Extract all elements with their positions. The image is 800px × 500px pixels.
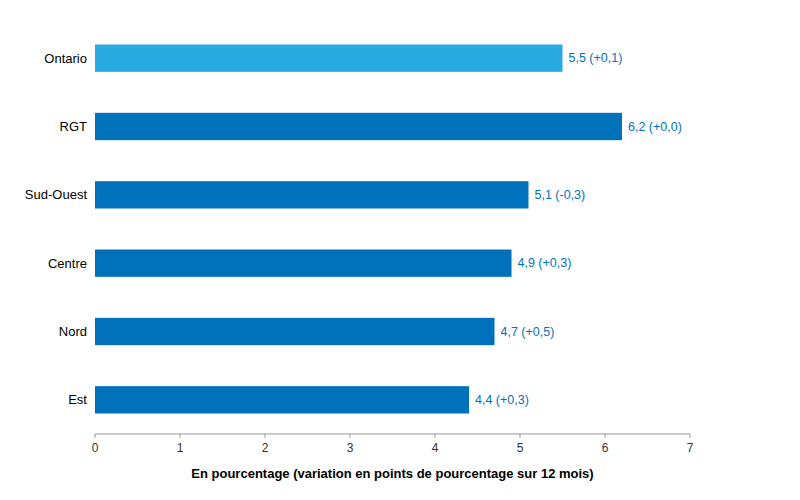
bar [95,113,622,140]
bar [95,181,529,208]
category-label: RGT [60,119,88,134]
x-tick [690,434,691,438]
data-label: 5,1 (-0,3) [535,188,586,202]
category-label: Centre [48,256,87,271]
data-label: 5,5 (+0,1) [569,51,623,65]
x-tick [605,434,606,438]
chart-container: 0 1 2 3 4 5 6 7 Ontario RGT Sud-Ouest Centre Nord Est… [0,0,800,500]
bars [95,45,622,414]
x-axis-label: En pourcentage (variation en points de p… [191,466,593,481]
category-label: Est [68,392,87,407]
chart-svg: 0 1 2 3 4 5 6 7 Ontario RGT Sud-Ouest Centre Nord Est… [0,0,800,500]
bar [95,45,563,72]
data-label: 4,4 (+0,3) [475,393,529,407]
x-axis-line [95,434,690,435]
x-tick-label: 3 [347,441,354,455]
x-tick-label: 0 [92,441,99,455]
x-tick [180,434,181,438]
category-label: Ontario [44,51,87,66]
x-tick-label: 1 [177,441,184,455]
x-tick-label: 2 [262,441,269,455]
x-tick [350,434,351,438]
data-label: 4,7 (+0,5) [501,325,555,339]
bar [95,386,469,413]
data-label: 6,2 (+0,0) [628,120,682,134]
category-label: Sud-Ouest [25,187,88,202]
x-tick [265,434,266,438]
bar [95,318,495,345]
bar [95,250,512,277]
x-tick-label: 5 [517,441,524,455]
x-tick [435,434,436,438]
data-label: 4,9 (+0,3) [518,256,572,270]
x-tick [95,434,96,438]
x-tick-label: 6 [602,441,609,455]
x-tick-label: 4 [432,441,439,455]
category-label: Nord [59,324,87,339]
x-tick-label: 7 [687,441,694,455]
x-tick [520,434,521,438]
